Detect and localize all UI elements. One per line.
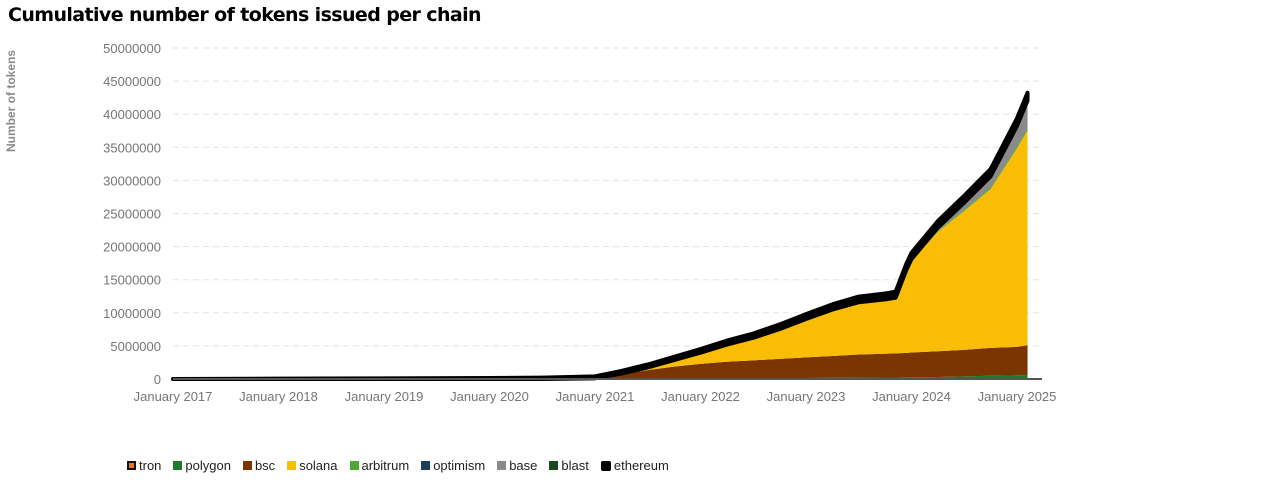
x-tick-label: January 2018 xyxy=(239,389,318,404)
area-bsc xyxy=(173,345,1028,379)
legend-label: tron xyxy=(139,458,162,473)
legend-item-bsc[interactable]: bsc xyxy=(242,458,276,473)
y-tick-label: 0 xyxy=(154,372,161,387)
legend-label: arbitrum xyxy=(361,458,410,473)
x-tick-label: January 2019 xyxy=(345,389,424,404)
x-tick-label: January 2021 xyxy=(556,389,635,404)
y-tick-label: 40000000 xyxy=(103,107,161,122)
legend-item-base[interactable]: base xyxy=(497,458,537,473)
legend-swatch-icon xyxy=(600,460,611,471)
legend-swatch-icon xyxy=(421,461,431,470)
x-tick-label: January 2025 xyxy=(978,389,1057,404)
legend: tron polygon bsc solana arbitrum optimism base… xyxy=(127,458,669,473)
legend-swatch-icon xyxy=(497,461,507,470)
y-tick-label: 45000000 xyxy=(103,74,161,89)
x-axis: January 2017 January 2018 January 2019 Janu… xyxy=(134,378,1057,404)
y-tick-label: 20000000 xyxy=(103,240,161,255)
x-tick-label: January 2020 xyxy=(450,389,529,404)
legend-label: solana xyxy=(299,458,338,473)
legend-label: ethereum xyxy=(613,458,669,473)
stacked-areas xyxy=(171,90,1030,381)
y-tick-label: 50000000 xyxy=(103,41,161,56)
legend-swatch-icon xyxy=(287,461,297,470)
legend-swatch-icon xyxy=(549,461,559,470)
y-tick-label: 5000000 xyxy=(110,339,161,354)
legend-label: optimism xyxy=(433,458,486,473)
legend-item-polygon[interactable]: polygon xyxy=(173,458,231,473)
y-tick-label: 10000000 xyxy=(103,306,161,321)
legend-item-ethereum[interactable]: ethereum xyxy=(600,458,669,473)
x-tick-label: January 2017 xyxy=(134,389,213,404)
legend-swatch-icon xyxy=(173,461,183,470)
legend-label: blast xyxy=(561,458,589,473)
x-tick-label: January 2022 xyxy=(661,389,740,404)
legend-label: base xyxy=(509,458,538,473)
gridlines xyxy=(173,47,1042,347)
y-tick-label: 25000000 xyxy=(103,207,161,222)
x-tick-label: January 2023 xyxy=(767,389,846,404)
legend-label: polygon xyxy=(185,458,231,473)
legend-swatch-icon xyxy=(127,461,136,470)
legend-label: bsc xyxy=(254,458,276,473)
chart-title: Cumulative number of tokens issued per c… xyxy=(8,4,482,26)
legend-item-blast[interactable]: blast xyxy=(549,458,589,473)
legend-item-tron[interactable]: tron xyxy=(127,458,161,473)
area-solana xyxy=(173,130,1028,379)
y-tick-label: 15000000 xyxy=(103,273,161,288)
legend-item-optimism[interactable]: optimism xyxy=(421,458,485,473)
area-ethereum xyxy=(171,90,1030,381)
y-tick-label: 35000000 xyxy=(103,140,161,155)
y-tick-label: 30000000 xyxy=(103,173,161,188)
legend-swatch-icon xyxy=(242,461,252,470)
y-axis-ticks: 0 5000000 10000000 15000000 20000000 25000000… xyxy=(103,41,161,387)
legend-item-arbitrum[interactable]: arbitrum xyxy=(349,458,410,473)
legend-swatch-icon xyxy=(349,461,359,470)
chart-plot: 0 5000000 10000000 15000000 20000000 25000000… xyxy=(103,41,1057,404)
x-tick-label: January 2024 xyxy=(872,389,951,404)
legend-item-solana[interactable]: solana xyxy=(287,458,338,473)
